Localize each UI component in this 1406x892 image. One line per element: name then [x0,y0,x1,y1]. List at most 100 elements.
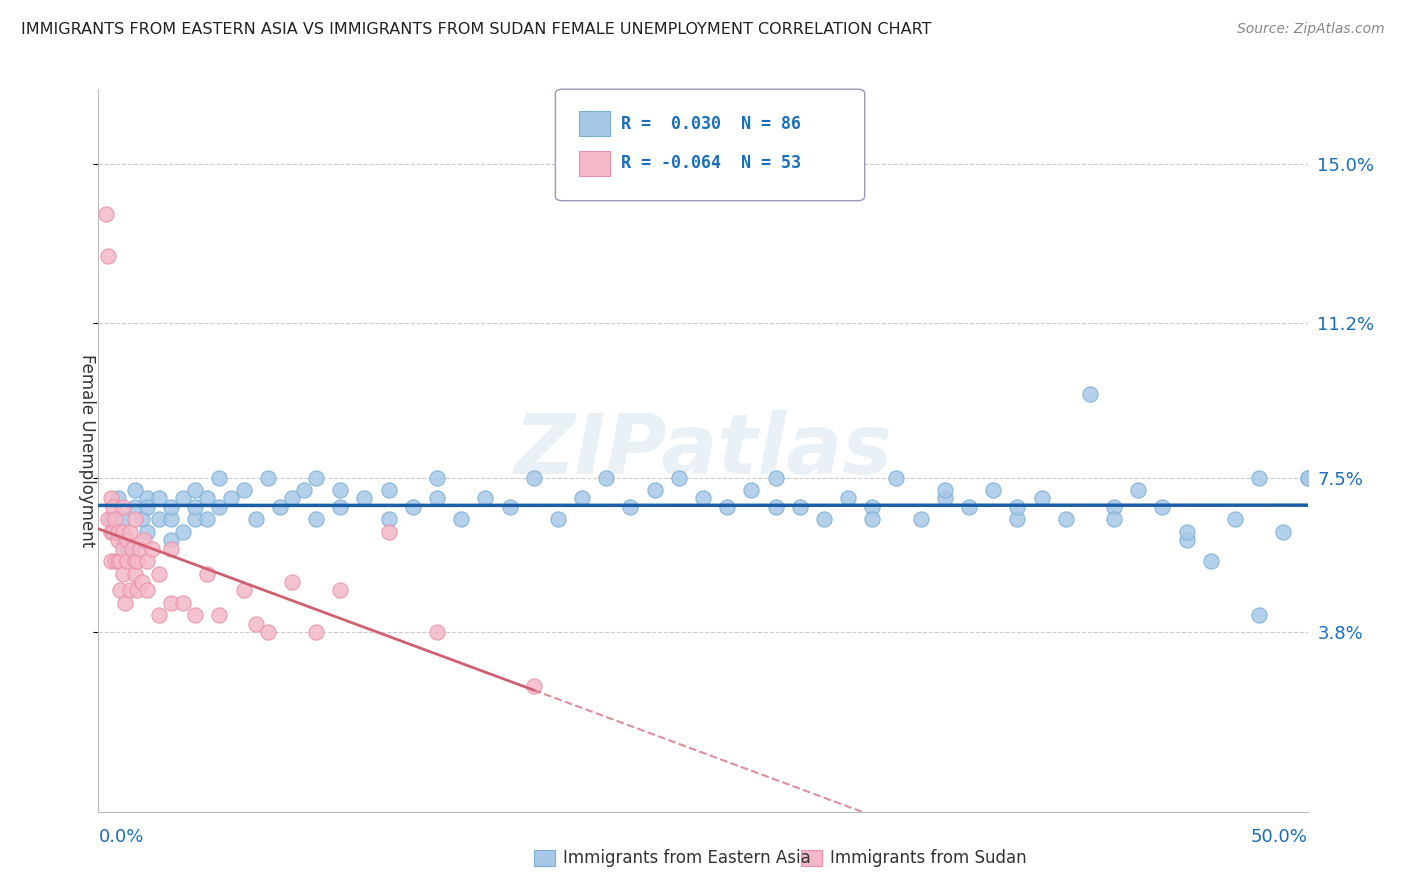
Point [148,512,170,526]
Point [1031,491,1053,506]
Point [353,491,375,506]
Point [104,554,127,568]
Point [184,608,207,623]
Point [644,483,666,497]
Text: IMMIGRANTS FROM EASTERN ASIA VS IMMIGRANTS FROM SUDAN FEMALE UNEMPLOYMENT CORREL: IMMIGRANTS FROM EASTERN ASIA VS IMMIGRAN… [21,22,932,37]
Point [910,512,932,526]
Point [281,574,304,589]
Point [1102,500,1125,514]
Point [195,491,218,506]
Point [97,249,120,263]
Point [148,566,170,581]
Point [1175,533,1198,548]
Point [100,524,122,539]
Point [1007,500,1029,514]
Point [124,566,146,581]
Point [377,512,399,526]
Point [135,554,157,568]
Point [1152,500,1174,514]
Point [117,533,139,548]
Point [269,500,291,514]
Text: R =  0.030  N = 86: R = 0.030 N = 86 [621,115,801,133]
Point [172,491,194,506]
Point [474,491,496,506]
Point [100,491,122,506]
Y-axis label: Female Unemployment: Female Unemployment [77,354,96,547]
Point [127,583,149,598]
Point [184,512,207,526]
Text: 0.0%: 0.0% [98,829,143,847]
Point [1078,387,1101,401]
Point [450,512,472,526]
Point [118,524,141,539]
Point [135,583,157,598]
Point [837,491,859,506]
Point [94,207,117,221]
Point [195,512,218,526]
Point [1007,512,1029,526]
Point [329,500,352,514]
Point [934,491,956,506]
Point [208,500,231,514]
Point [305,625,328,640]
Text: Immigrants from Eastern Asia: Immigrants from Eastern Asia [562,849,811,867]
Point [108,554,131,568]
Point [692,491,714,506]
Point [221,491,243,506]
Point [128,541,150,556]
Point [118,583,141,598]
Point [886,470,908,484]
Point [160,541,183,556]
Point [107,554,129,568]
Point [160,512,183,526]
Point [1175,524,1198,539]
Point [111,533,134,548]
Point [124,512,146,526]
Point [740,483,762,497]
Point [134,533,156,548]
Point [208,608,231,623]
Point [111,541,134,556]
Point [813,512,835,526]
Point [148,608,170,623]
Point [1249,608,1271,623]
Point [1272,524,1295,539]
Point [232,583,254,598]
Point [981,483,1004,497]
Point [377,483,399,497]
Point [245,512,267,526]
Point [377,524,399,539]
Point [1296,470,1319,484]
Point [195,566,218,581]
Point [131,512,153,526]
Point [232,483,254,497]
Point [124,500,146,514]
Point [523,680,546,694]
Point [100,554,122,568]
Point [208,470,231,484]
Point [184,500,207,514]
Point [172,596,194,610]
Point [305,470,328,484]
Point [934,483,956,497]
Point [111,524,134,539]
Point [107,491,129,506]
Point [117,541,139,556]
Point [426,491,449,506]
Point [107,524,129,539]
Text: Immigrants from Sudan: Immigrants from Sudan [830,849,1026,867]
Point [135,524,157,539]
Point [104,512,127,526]
Point [305,512,328,526]
Point [957,500,980,514]
Point [1102,512,1125,526]
Point [184,483,207,497]
Point [1296,470,1319,484]
Point [716,500,738,514]
Point [111,566,134,581]
Point [97,512,120,526]
Point [281,491,304,506]
Point [124,554,146,568]
Point [1199,554,1222,568]
Point [121,541,143,556]
